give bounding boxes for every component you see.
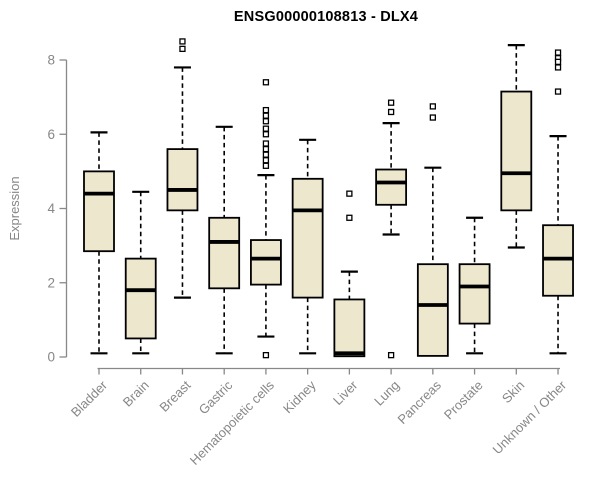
x-category-label: Brain <box>120 378 152 410</box>
box-pancreas-outlier <box>429 114 436 121</box>
x-category-label: Unknown / Other <box>490 377 570 457</box>
box-hematopoietic-cells-outlier <box>262 79 270 86</box>
box-liver-iqr <box>333 298 366 358</box>
y-axis-title: Expression <box>7 176 22 240</box>
box-gastric-iqr <box>208 216 241 290</box>
box-brain-iqr <box>124 257 157 340</box>
box-breast-outlier <box>179 45 186 53</box>
box-hematopoietic-cells-outlier <box>262 118 270 125</box>
y-tick-label: 6 <box>47 127 55 142</box>
x-category-label: Lung <box>371 378 402 409</box>
x-category-label: Liver <box>330 377 361 408</box>
box-breast-iqr <box>166 148 199 212</box>
box-hematopoietic-cells-outlier <box>262 151 270 158</box>
x-category-label: Kidney <box>280 377 319 416</box>
y-tick-label: 8 <box>47 53 55 68</box>
box-hematopoietic-cells-outlier <box>262 131 270 138</box>
box-lung-outlier <box>387 108 395 116</box>
box-breast-outlier <box>179 38 186 45</box>
box-hematopoietic-cells-outlier <box>262 145 270 153</box>
box-unknown-other-outlier <box>554 64 562 71</box>
box-liver-outlier <box>346 190 353 197</box>
box-pancreas-outlier <box>429 103 436 110</box>
box-hematopoietic-cells-outlier <box>262 157 270 164</box>
box-pancreas-iqr <box>416 263 449 357</box>
box-lung-iqr <box>375 168 408 206</box>
x-category-label: Pancreas <box>395 377 445 427</box>
x-category-label: Gastric <box>196 377 236 417</box>
y-tick-label: 2 <box>47 275 55 290</box>
y-tick-label: 4 <box>47 201 55 216</box>
box-bladder-iqr <box>83 170 115 253</box>
box-hematopoietic-cells-outlier <box>262 112 270 119</box>
box-kidney-iqr <box>291 177 324 299</box>
x-category-label: Skin <box>499 378 527 406</box>
box-unknown-other-outlier <box>554 49 562 56</box>
chart-title: ENSG00000108813 - DLX4 <box>233 9 419 25</box>
box-lung-outlier <box>387 351 395 359</box>
box-unknown-other-outlier <box>554 58 562 66</box>
box-liver-outlier <box>346 214 353 221</box>
box-hematopoietic-cells-outlier <box>262 162 270 169</box>
box-hematopoietic-cells-outlier <box>262 125 270 132</box>
y-tick-label: 0 <box>47 350 55 365</box>
box-unknown-other-outlier <box>554 88 562 95</box>
x-category-label: Prostate <box>441 378 486 423</box>
x-category-label: Bladder <box>68 377 111 420</box>
box-lung-outlier <box>387 99 395 106</box>
box-hematopoietic-cells-outlier <box>262 140 270 147</box>
box-hematopoietic-cells-outlier <box>262 351 270 359</box>
box-prostate-iqr <box>458 263 491 325</box>
box-hematopoietic-cells-iqr <box>250 239 282 286</box>
box-hematopoietic-cells-outlier <box>262 106 270 114</box>
x-category-label: Breast <box>156 377 193 414</box>
box-skin-iqr <box>500 90 533 212</box>
